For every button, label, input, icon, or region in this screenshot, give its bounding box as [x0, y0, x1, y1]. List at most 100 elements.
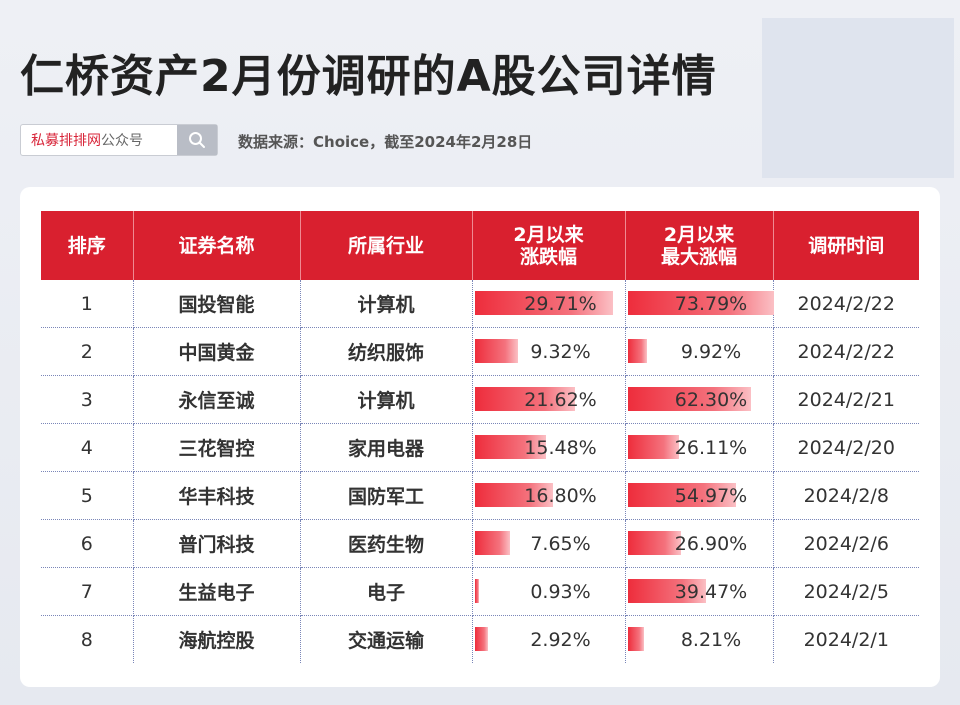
table-row: 2 中国黄金 纺织服饰 9.32% 9.92% 2024/2/22: [41, 327, 919, 376]
change-value: 21.62%: [524, 388, 597, 411]
research-table: 排序 证券名称 所属行业 2月以来 涨跌幅 2月以来 最大涨幅 调研时间 1 国投智…: [41, 211, 919, 663]
table-row: 7 生益电子 电子 0.93% 39.47% 2024/2/5: [41, 567, 919, 616]
max-bar: [627, 435, 680, 459]
change-bar: [474, 483, 553, 507]
security-name: 海航控股: [133, 615, 301, 663]
table-header-row: 排序 证券名称 所属行业 2月以来 涨跌幅 2月以来 最大涨幅 调研时间: [41, 211, 919, 280]
change-cell: 15.48%: [472, 423, 626, 472]
rank-cell: 8: [41, 615, 134, 663]
page-title: 仁桥资产2月份调研的A股公司详情: [20, 51, 717, 102]
max-value: 9.92%: [680, 340, 742, 363]
search-box[interactable]: 私募排排网 公众号: [20, 124, 218, 156]
change-cell: 7.65%: [472, 519, 626, 568]
brand-name: 私募排排网: [31, 133, 101, 149]
max-cell: 26.90%: [625, 519, 774, 568]
change-cell: 21.62%: [472, 375, 626, 424]
rank-cell: 2: [41, 327, 134, 376]
rank-cell: 4: [41, 423, 134, 472]
security-name: 中国黄金: [133, 327, 301, 376]
security-name: 永信至诚: [133, 375, 301, 424]
change-bar: [474, 531, 511, 555]
rank-cell: 5: [41, 471, 134, 520]
rank-cell: 7: [41, 567, 134, 616]
header-max-line1: 2月以来: [663, 223, 735, 246]
change-value: 29.71%: [524, 292, 597, 315]
industry-cell: 国防军工: [300, 471, 473, 520]
header-date: 调研时间: [773, 211, 919, 280]
header-max: 2月以来 最大涨幅: [625, 211, 774, 280]
max-value: 62.30%: [674, 388, 748, 411]
search-icon: [189, 132, 205, 148]
change-cell: 2.92%: [472, 615, 626, 663]
industry-cell: 计算机: [300, 375, 473, 424]
table-row: 5 华丰科技 国防军工 16.80% 54.97% 2024/2/8: [41, 471, 919, 520]
table-row: 3 永信至诚 计算机 21.62% 62.30% 2024/2/21: [41, 375, 919, 424]
table-row: 8 海航控股 交通运输 2.92% 8.21% 2024/2/1: [41, 615, 919, 663]
change-bar: [474, 339, 518, 363]
change-bar: [474, 387, 575, 411]
date-cell: 2024/2/1: [803, 628, 889, 651]
max-value: 26.11%: [674, 436, 748, 459]
header-name: 证券名称: [133, 211, 301, 280]
max-value: 8.21%: [680, 628, 742, 651]
table-row: 1 国投智能 计算机 29.71% 73.79% 2024/2/22: [41, 280, 919, 328]
date-cell: 2024/2/21: [773, 375, 919, 424]
header-change: 2月以来 涨跌幅: [472, 211, 626, 280]
table-row: 4 三花智控 家用电器 15.48% 26.11% 2024/2/20: [41, 423, 919, 472]
change-value: 9.32%: [530, 340, 591, 363]
max-bar: [627, 627, 644, 651]
data-source: 数据来源：Choice，截至2024年2月28日: [238, 133, 533, 151]
max-value: 54.97%: [674, 484, 748, 507]
search-button[interactable]: [177, 125, 217, 155]
table-row: 6 普门科技 医药生物 7.65% 26.90% 2024/2/6: [41, 519, 919, 568]
max-bar: [627, 291, 774, 315]
change-value: 0.93%: [530, 580, 591, 603]
header-change-line1: 2月以来: [513, 223, 584, 246]
max-bar: [627, 531, 681, 555]
industry-cell: 电子: [300, 567, 473, 616]
industry-cell: 交通运输: [300, 615, 473, 663]
change-cell: 29.71%: [472, 280, 626, 328]
industry-cell: 纺织服饰: [300, 327, 473, 376]
max-bar: [627, 579, 706, 603]
security-name: 三花智控: [133, 423, 301, 472]
max-cell: 73.79%: [625, 280, 774, 328]
change-bar: [474, 435, 547, 459]
date-cell: 2024/2/22: [773, 280, 919, 328]
max-cell: 8.21%: [625, 615, 774, 663]
security-name: 生益电子: [133, 567, 301, 616]
date-cell: 2024/2/20: [773, 423, 919, 472]
change-value: 7.65%: [530, 532, 591, 555]
max-cell: 26.11%: [625, 423, 774, 472]
change-value: 2.92%: [530, 628, 591, 651]
change-bar: [474, 579, 479, 603]
change-value: 16.80%: [524, 484, 597, 507]
industry-cell: 家用电器: [300, 423, 473, 472]
date-cell: 2024/2/22: [773, 327, 919, 376]
max-cell: 54.97%: [625, 471, 774, 520]
change-value: 15.48%: [524, 436, 597, 459]
rank-cell: 6: [41, 519, 134, 568]
change-cell: 9.32%: [472, 327, 626, 376]
security-name: 国投智能: [133, 280, 301, 328]
change-cell: 0.93%: [472, 567, 626, 616]
header-industry: 所属行业: [300, 211, 473, 280]
brand-suffix: 公众号: [101, 133, 143, 149]
date-cell: 2024/2/5: [773, 567, 919, 616]
max-bar: [627, 483, 737, 507]
max-bar: [627, 387, 751, 411]
header-rank: 排序: [41, 211, 134, 280]
change-bar: [474, 627, 489, 651]
header-change-line2: 涨跌幅: [519, 245, 577, 268]
rank-cell: 3: [41, 375, 134, 424]
search-text[interactable]: 私募排排网 公众号: [21, 125, 177, 155]
industry-cell: 医药生物: [300, 519, 473, 568]
security-name: 普门科技: [133, 519, 301, 568]
max-bar: [627, 339, 648, 363]
header-max-line2: 最大涨幅: [660, 245, 737, 268]
corner-panel: [762, 18, 954, 178]
max-value: 39.47%: [674, 580, 748, 603]
max-value: 73.79%: [674, 292, 748, 315]
max-cell: 9.92%: [625, 327, 774, 376]
change-cell: 16.80%: [472, 471, 626, 520]
